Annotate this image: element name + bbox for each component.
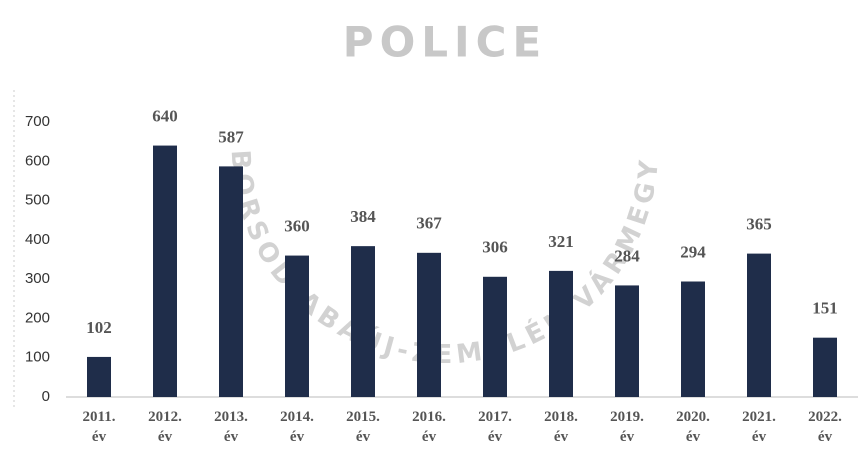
y-tick-label: 0 <box>42 388 50 405</box>
data-label: 102 <box>86 318 112 337</box>
y-tick-label: 200 <box>25 309 50 326</box>
x-tick-label: 2019. év <box>610 409 644 445</box>
x-tick-label: 2022. év <box>808 409 842 445</box>
bar <box>615 285 639 397</box>
data-label: 294 <box>680 242 706 261</box>
bar <box>153 145 177 397</box>
x-tick-label: 2015. év <box>346 409 380 445</box>
data-label: 640 <box>152 106 178 125</box>
bar <box>483 276 507 397</box>
bar <box>681 281 705 397</box>
x-tick-label: 2021. év <box>742 409 776 445</box>
y-tick-label: 300 <box>25 270 50 287</box>
x-tick-label: 2018. év <box>544 409 578 445</box>
x-tick-label: 2012. év <box>148 409 182 445</box>
data-label: 306 <box>482 238 508 257</box>
bar <box>285 255 309 397</box>
bar <box>813 337 837 397</box>
x-tick-label: 2011. év <box>82 409 116 445</box>
watermark-title: POLICE <box>343 18 547 67</box>
y-tick-label: 400 <box>25 231 50 248</box>
data-label: 384 <box>350 207 376 226</box>
data-label: 284 <box>614 246 640 265</box>
x-tick-label: 2020. év <box>676 409 710 445</box>
x-tick-label: 2017. év <box>478 409 512 445</box>
bar <box>351 246 375 397</box>
data-label: 587 <box>218 127 244 146</box>
y-tick-label: 700 <box>25 113 50 130</box>
bar <box>549 270 573 397</box>
bar <box>747 253 771 397</box>
x-tick-label: 2013. év <box>214 409 248 445</box>
bar <box>417 252 441 397</box>
data-label: 360 <box>284 216 310 235</box>
data-label: 321 <box>548 232 574 251</box>
bar <box>87 356 111 397</box>
data-label: 367 <box>416 214 442 233</box>
y-tick-label: 500 <box>25 192 50 209</box>
data-label: 151 <box>812 299 838 318</box>
data-label: 365 <box>746 215 772 234</box>
y-tick-label: 600 <box>25 152 50 169</box>
bar <box>219 166 243 397</box>
y-tick-label: 100 <box>25 349 50 366</box>
x-tick-label: 2016. év <box>412 409 446 445</box>
x-tick-label: 2014. év <box>280 409 314 445</box>
